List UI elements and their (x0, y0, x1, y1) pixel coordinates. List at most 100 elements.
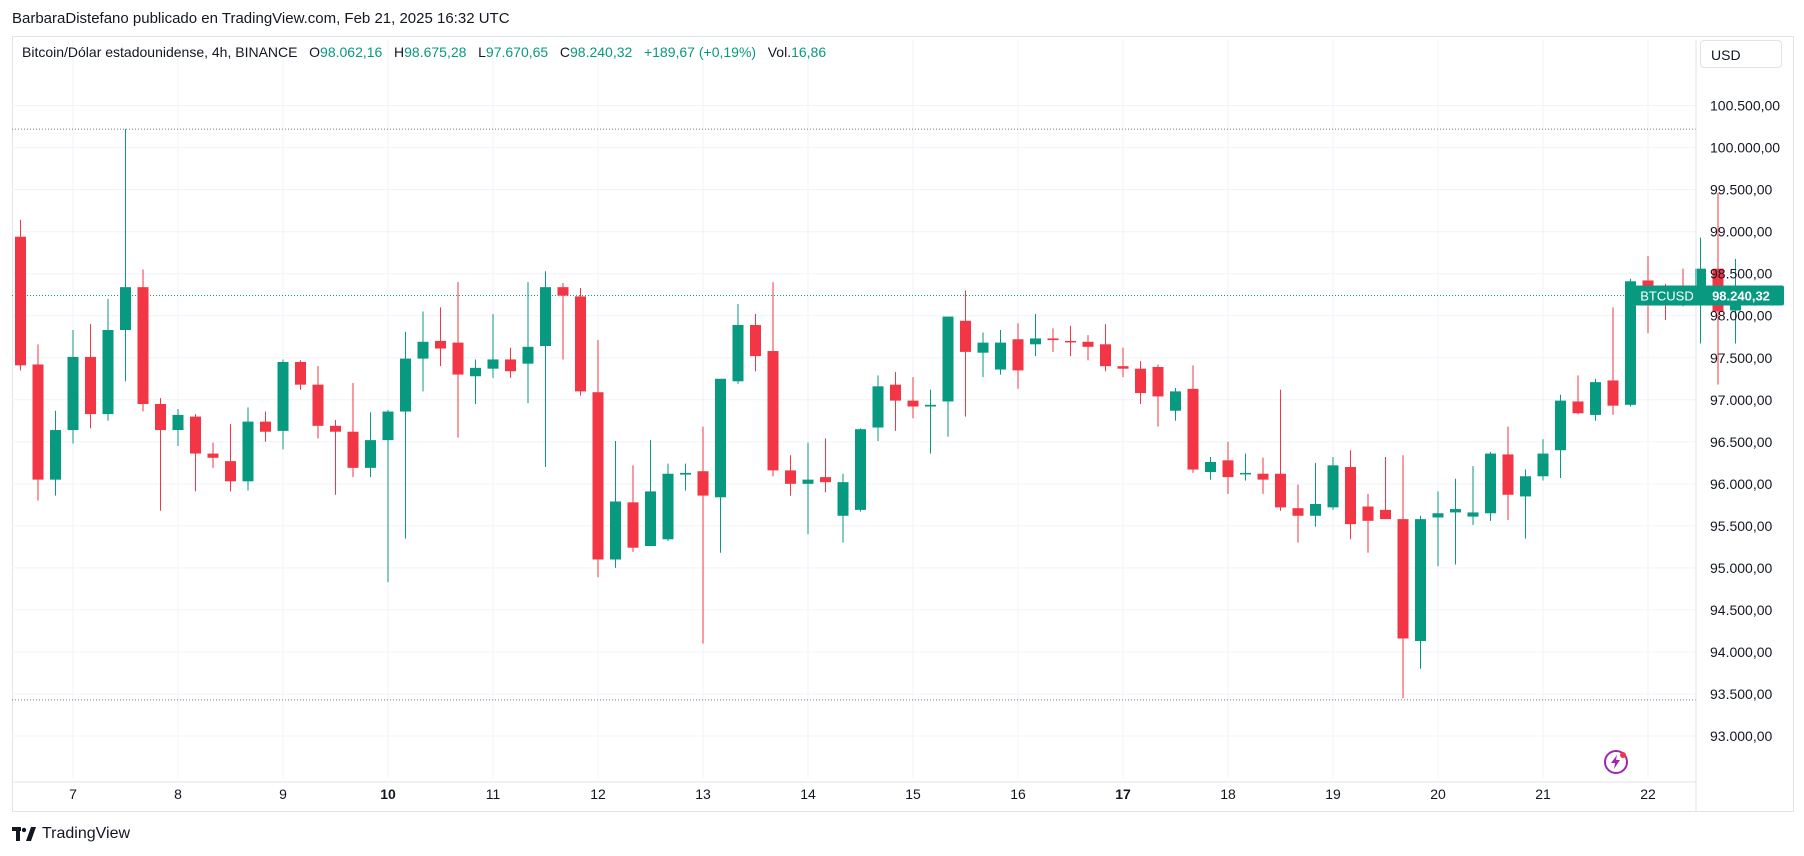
candle-body (1415, 519, 1426, 642)
candle-body (767, 351, 779, 471)
candle (820, 438, 831, 493)
x-tick-label: 20 (1430, 786, 1446, 802)
y-tick-label: 95.000,00 (1710, 560, 1772, 576)
candle (977, 332, 989, 378)
candle-body (470, 367, 481, 377)
candle (610, 440, 621, 568)
flash-icon[interactable] (1602, 748, 1630, 776)
candle (172, 409, 184, 447)
x-tick-label: 19 (1325, 786, 1341, 802)
footer-brand[interactable]: TradingView (12, 825, 130, 843)
candle (907, 377, 919, 419)
candle (1327, 456, 1339, 510)
legend-close-label: C (559, 44, 570, 60)
candle-body (190, 416, 201, 454)
legend-low-value: 97.670,65 (485, 44, 549, 60)
candle-body (575, 296, 586, 392)
price-tag-group: BTCUSD 98.240,32 (1632, 285, 1784, 306)
legend-symbol: Bitcoin/Dólar estadounidense, 4h, BINANC… (22, 44, 298, 60)
chart-frame (12, 36, 1794, 812)
candle (680, 463, 691, 491)
candle-body (627, 502, 639, 548)
candle-body (662, 473, 674, 540)
candle (627, 465, 639, 552)
candle (1590, 378, 1601, 421)
x-tick-label: 9 (279, 786, 287, 802)
candle (470, 359, 481, 404)
legend-high-value: 98.675,28 (404, 44, 467, 60)
candle (522, 282, 534, 404)
candle-body (1450, 509, 1461, 513)
candle (1607, 307, 1619, 415)
y-tick-label: 99.000,00 (1710, 224, 1772, 240)
candle (662, 463, 674, 541)
candle (1047, 328, 1059, 352)
y-axis: 93.000,00 93.500,00 94.000,00 94.500,00 95.0… (1695, 40, 1780, 812)
candle (1345, 450, 1356, 540)
candle-body (1170, 391, 1181, 411)
candle (557, 282, 569, 360)
candle (1030, 314, 1041, 357)
candle-body (1520, 476, 1531, 497)
candle-body (207, 453, 219, 458)
candle (452, 282, 464, 438)
chart-legend: Bitcoin/Dólar estadounidense, 4h, BINANC… (22, 44, 826, 60)
candle (872, 375, 884, 441)
x-tick-label: 11 (486, 786, 501, 802)
y-tick-label: 98.000,00 (1710, 308, 1772, 324)
x-tick-label: 7 (69, 786, 77, 802)
candle-body (277, 361, 289, 431)
candle-body (522, 346, 534, 364)
candle-body (750, 324, 761, 357)
y-tick-label: 95.500,00 (1710, 518, 1772, 534)
candle-body (1047, 338, 1059, 341)
candle (1065, 325, 1076, 357)
candle-body (417, 341, 429, 359)
candle-body (1537, 453, 1549, 477)
price-tag-value-bg (1698, 285, 1784, 306)
candle (697, 426, 709, 644)
candle (995, 330, 1006, 375)
candle-body (1082, 341, 1094, 347)
candle-body (977, 342, 989, 353)
candle-body (1502, 454, 1514, 495)
candle-body (610, 501, 621, 560)
candle (1450, 478, 1461, 565)
legend-vol-value: 16,86 (791, 44, 827, 60)
candle-body (155, 403, 166, 431)
candle (190, 414, 201, 492)
candle-body (557, 287, 569, 296)
y-tick-label: 99.500,00 (1710, 182, 1772, 198)
candle (1485, 451, 1496, 521)
candle-body (295, 361, 306, 385)
y-tick-label: 98.500,00 (1710, 266, 1772, 282)
candle-body (15, 236, 26, 366)
candle-body (697, 471, 709, 496)
candle-body (260, 421, 271, 432)
candle (1502, 426, 1514, 520)
candle (1292, 484, 1304, 543)
candle-body (1187, 388, 1199, 470)
candle-body (1012, 339, 1024, 371)
candle-body (1607, 380, 1619, 406)
x-tick-label: 8 (174, 786, 182, 802)
legend-close-value: 98.240,32 (570, 44, 633, 60)
candle (942, 316, 954, 437)
candle (207, 442, 219, 468)
candle (1257, 457, 1269, 494)
candle (137, 269, 149, 412)
candle (260, 411, 271, 442)
candle-body (102, 330, 114, 415)
candle-body (645, 491, 656, 547)
currency-button[interactable]: USD (1700, 40, 1782, 68)
x-tick-label: 17 (1115, 786, 1131, 802)
candle (1537, 439, 1549, 481)
candle (767, 282, 779, 477)
x-axis: 7 8 9 10 11 12 13 14 15 16 17 18 19 20 21 22 (12, 781, 1696, 802)
candle (487, 314, 499, 378)
candle (400, 331, 411, 539)
y-tick-label: 100.500,00 (1710, 98, 1780, 114)
reference-lines (12, 128, 1696, 701)
candle-body (330, 425, 341, 432)
